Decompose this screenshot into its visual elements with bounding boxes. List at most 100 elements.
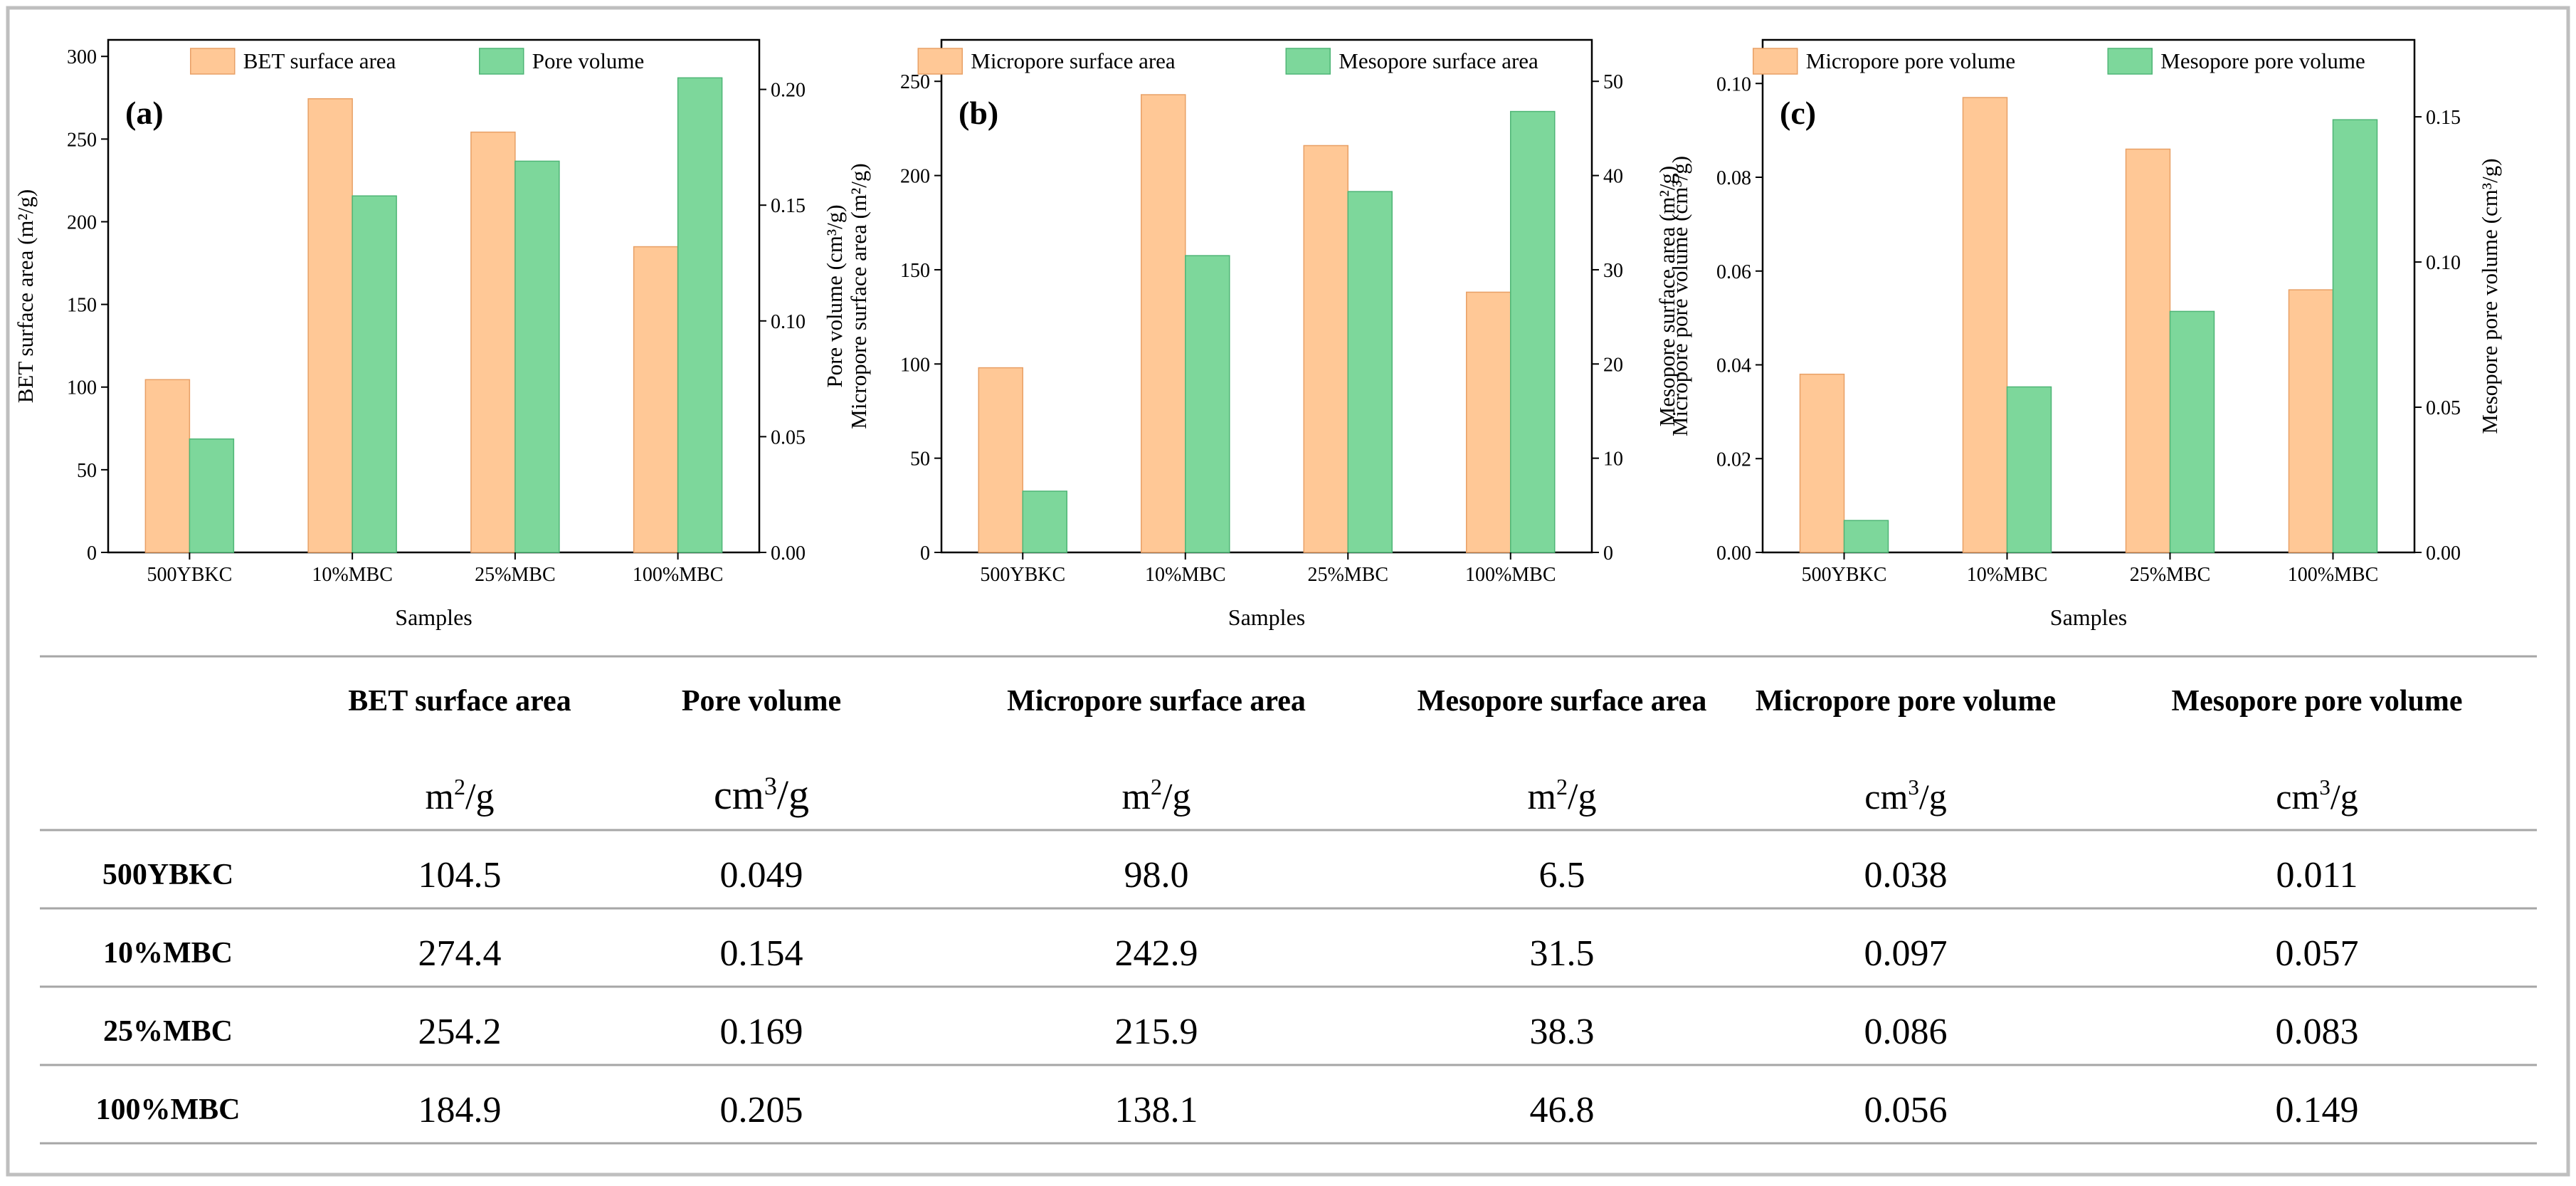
- x-tick-label: 10%MBC: [1145, 564, 1226, 586]
- bar-bet-surface-area-2: [470, 131, 516, 553]
- left-y-tick-label: 300: [67, 46, 97, 68]
- unit-exponent: 3: [2319, 775, 2330, 799]
- x-axis-title: Samples: [2050, 604, 2127, 630]
- left-y-axis-title: Micropore pore volume (cm³/g): [1667, 156, 1692, 436]
- x-tick-label: 500YBKC: [1802, 564, 1887, 586]
- unit-base: m: [1122, 777, 1151, 817]
- unit-exponent: 2: [1151, 774, 1162, 799]
- unit-tail: /g: [1568, 777, 1596, 817]
- x-tick-label: 500YBKC: [980, 564, 1065, 586]
- left-y-tick-label: 0.06: [1716, 261, 1751, 283]
- legend-label: Pore volume: [532, 48, 645, 73]
- x-tick-label: 10%MBC: [312, 564, 393, 586]
- unit-base: cm: [1864, 777, 1908, 817]
- chart-panel-c: 500YBKC 10%MBC 25%MBC 100%MBC 0.00 0.02 0.04 0.…: [1667, 38, 2502, 630]
- table-unit: cm3/g: [714, 772, 809, 818]
- legend-swatch-orange: [190, 48, 236, 75]
- x-tick-label: 25%MBC: [2130, 564, 2211, 586]
- table-cell: 0.205: [720, 1090, 803, 1130]
- left-y-tick-label: 100: [900, 354, 930, 376]
- bar-pore-volume-3: [677, 77, 723, 553]
- bar-bet-surface-area-1: [307, 98, 353, 553]
- left-y-tick-label: 150: [67, 295, 97, 317]
- unit-tail: /g: [1162, 777, 1191, 817]
- bar-micropore-surface-area-2: [1303, 145, 1348, 553]
- left-y-tick-label: 200: [67, 211, 97, 233]
- bar-mesopore-pore-volume-1: [2006, 386, 2052, 553]
- table-row-label: 500YBKC: [102, 859, 233, 891]
- left-y-tick-label: 0.04: [1716, 355, 1751, 377]
- table-cell: 242.9: [1115, 933, 1198, 974]
- unit-tail: /g: [777, 772, 809, 818]
- x-tick-label: 100%MBC: [633, 564, 724, 586]
- legend-swatch-green: [2107, 48, 2153, 75]
- x-axis-title: Samples: [395, 604, 472, 630]
- table-cell: 0.097: [1864, 933, 1948, 974]
- x-axis-title: Samples: [1228, 604, 1305, 630]
- right-y-axis-title: Pore volume (cm³/g): [822, 204, 847, 387]
- table-cell: 254.2: [418, 1012, 502, 1052]
- right-y-tick-label: 0.00: [2426, 542, 2461, 565]
- table-cell: 0.154: [720, 933, 803, 974]
- left-y-tick-label: 0.08: [1716, 167, 1751, 189]
- unit-tail: /g: [1919, 777, 1947, 817]
- right-y-tick-label: 0.10: [771, 311, 806, 333]
- right-y-axis-title: Mesopore pore volume (cm³/g): [2477, 158, 2502, 434]
- bar-micropore-surface-area-1: [1141, 94, 1186, 553]
- table-header: Micropore pore volume: [1756, 685, 2056, 718]
- legend-label: Mesopore surface area: [1339, 48, 1538, 73]
- right-y-tick-label: 0.10: [2426, 252, 2461, 274]
- panel-label: (c): [1780, 95, 1816, 131]
- legend-swatch-orange: [917, 48, 963, 75]
- bar-mesopore-pore-volume-3: [2332, 119, 2378, 553]
- legend-label: Mesopore pore volume: [2160, 48, 2365, 73]
- unit-exponent: 3: [764, 772, 777, 800]
- table-row-label: 100%MBC: [96, 1093, 241, 1126]
- legend-swatch-green: [1285, 48, 1331, 75]
- left-y-tick-label: 0.10: [1716, 73, 1751, 95]
- unit-tail: /g: [2330, 777, 2358, 817]
- table-cell: 46.8: [1530, 1090, 1595, 1130]
- left-y-tick-label: 200: [900, 166, 930, 188]
- panel-label: (b): [959, 95, 998, 131]
- right-y-tick-label: 0.15: [771, 195, 806, 217]
- chart-panel-b: 500YBKC 10%MBC 25%MBC 100%MBC05010015020025…: [846, 38, 1679, 630]
- bar-micropore-pore-volume-0: [1799, 373, 1845, 553]
- table-header: Micropore surface area: [1007, 685, 1306, 718]
- table-header: Mesopore pore volume: [2171, 685, 2462, 718]
- unit-base: cm: [714, 772, 764, 818]
- bar-pore-volume-1: [352, 195, 397, 553]
- table-header: Pore volume: [682, 685, 841, 718]
- table-cell: 6.5: [1539, 855, 1585, 896]
- table-cell: 38.3: [1530, 1012, 1595, 1052]
- table-cell: 0.011: [2276, 855, 2358, 896]
- bar-mesopore-surface-area-1: [1185, 255, 1230, 553]
- right-y-axis-title: Mesopore surface area (m²/g): [1654, 166, 1679, 426]
- bar-mesopore-surface-area-2: [1347, 191, 1393, 553]
- bar-micropore-pore-volume-2: [2125, 148, 2171, 553]
- bar-mesopore-pore-volume-2: [2169, 310, 2215, 553]
- table-cell: 0.083: [2276, 1012, 2359, 1052]
- right-y-tick-label: 0.15: [2426, 107, 2461, 129]
- left-y-tick-label: 250: [67, 129, 97, 151]
- x-tick-label: 100%MBC: [1465, 564, 1556, 586]
- unit-tail: /g: [465, 777, 494, 817]
- table-cell: 0.057: [2276, 933, 2359, 974]
- table-cell: 138.1: [1115, 1090, 1198, 1130]
- table-cell: 0.038: [1864, 855, 1948, 896]
- table-unit: m2/g: [1122, 774, 1191, 817]
- legend-label: Micropore surface area: [971, 48, 1176, 73]
- right-y-tick-label: 0.05: [771, 426, 806, 448]
- table-header: BET surface area: [348, 685, 571, 718]
- bar-bet-surface-area-3: [633, 246, 679, 553]
- left-y-tick-label: 150: [900, 260, 930, 282]
- left-y-tick-label: 100: [67, 377, 97, 399]
- outer-frame: [6, 6, 2570, 1177]
- table-row-label: 25%MBC: [103, 1015, 233, 1048]
- table-header: Mesopore surface area: [1418, 685, 1707, 718]
- left-y-tick-label: 50: [910, 448, 930, 471]
- table-cell: 0.086: [1864, 1012, 1948, 1052]
- table-unit: cm3/g: [2276, 775, 2358, 817]
